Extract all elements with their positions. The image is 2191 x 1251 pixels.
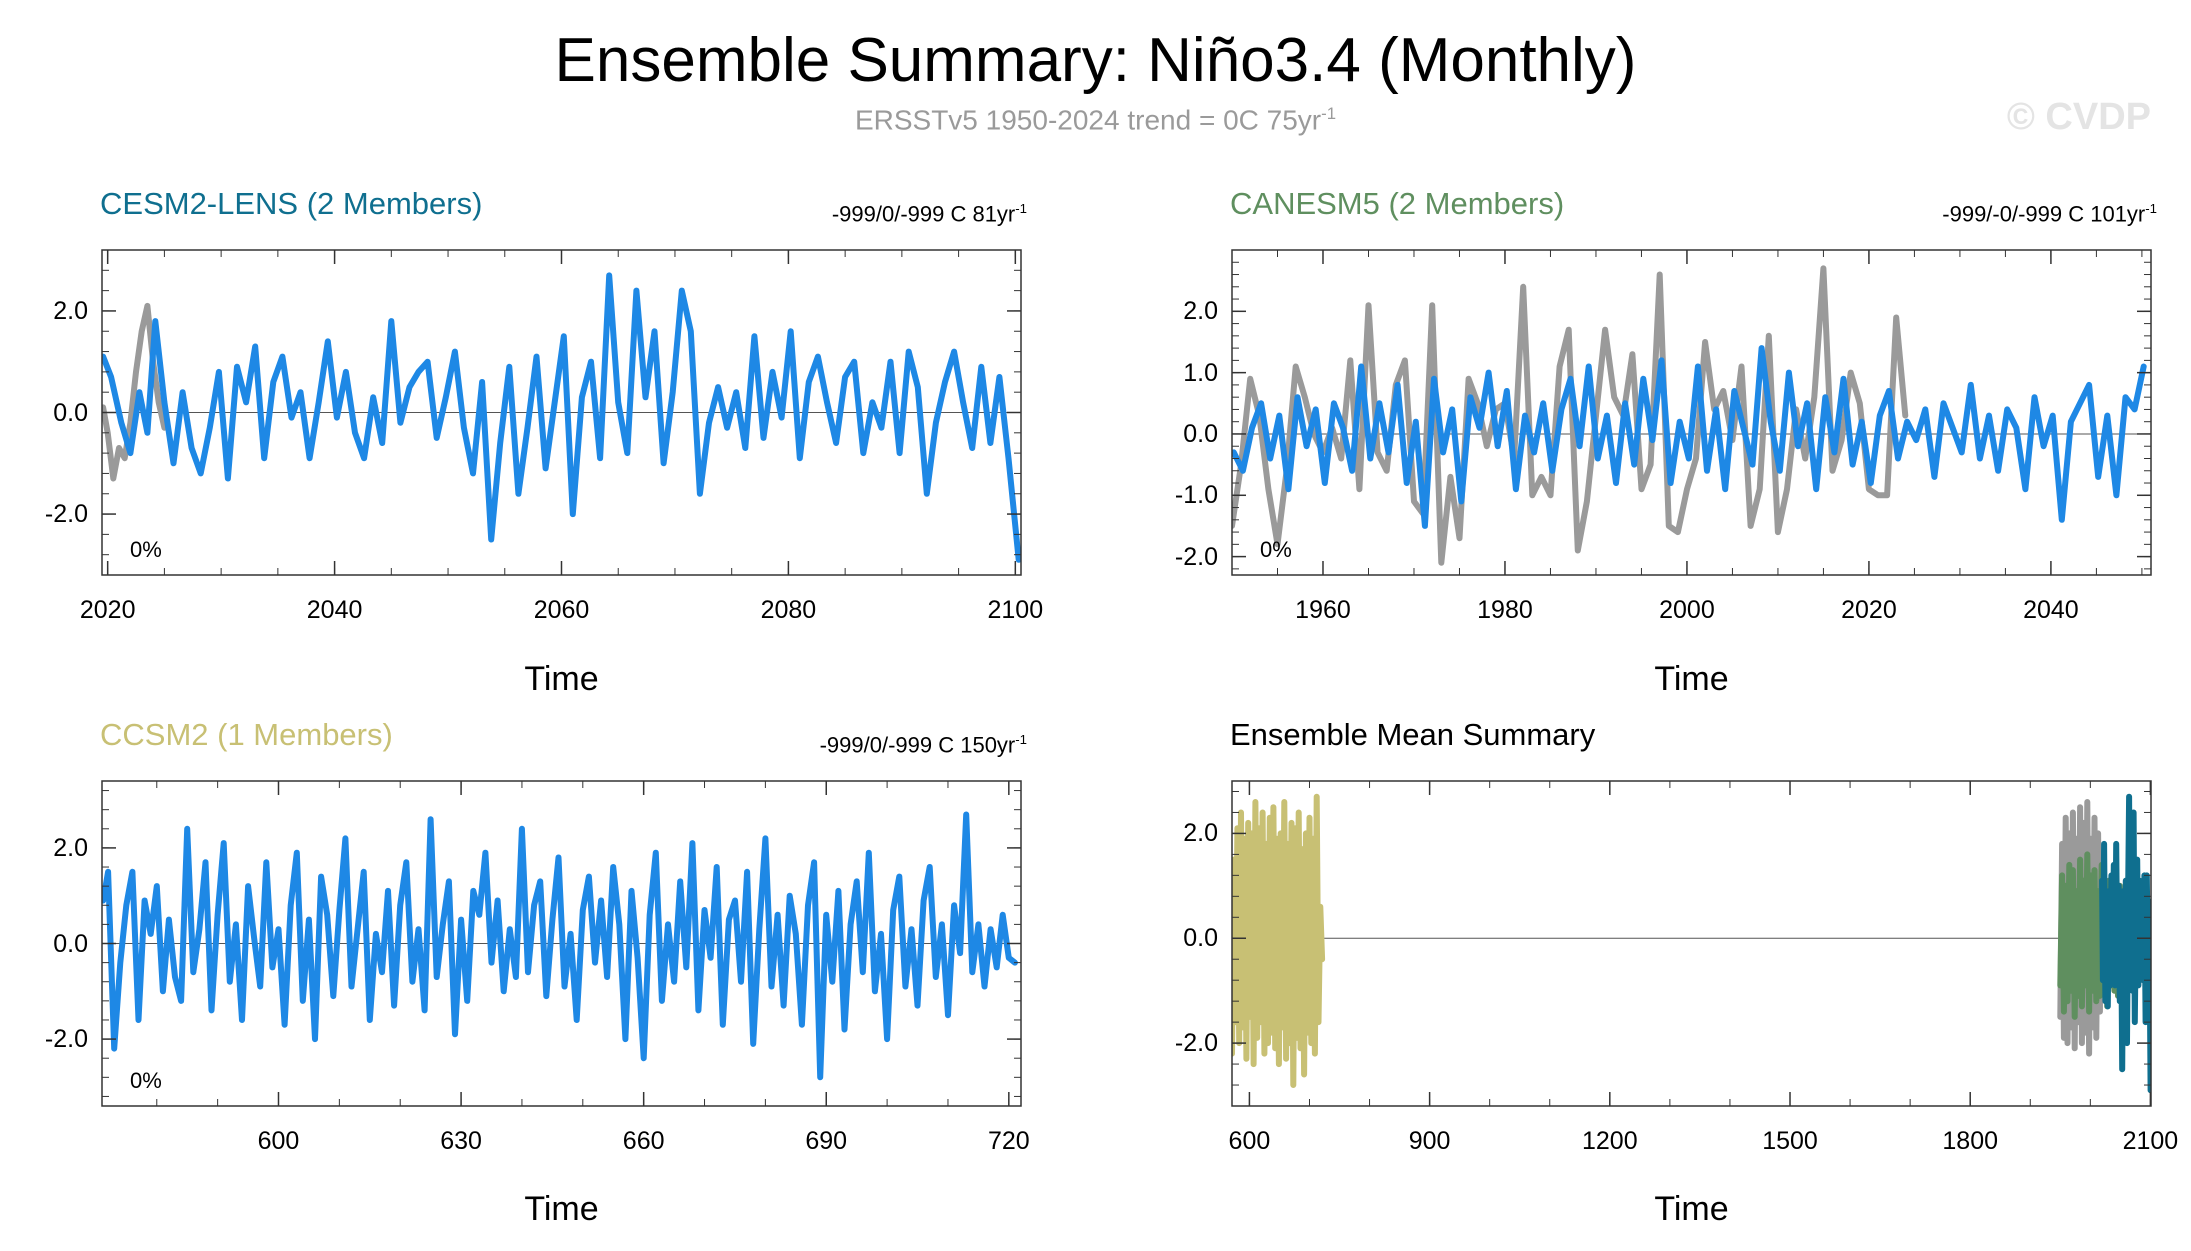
y-tick-label: 0.0 [1183,419,1218,448]
series-line-cesm2-lens [2099,793,2151,1094]
x-tick-label: 2040 [2023,596,2079,624]
y-tick-label: -2.0 [44,1025,88,1054]
y-tick-label: 0.0 [53,398,88,427]
panel-title-ccsm2: CCSM2 (1 Members) [100,717,393,752]
panel-stat-canesm5: -999/-0/-999 C 101yr-1 [1942,196,2157,227]
plot-ccsm2 [101,780,1022,1107]
x-tick-label: 630 [440,1127,482,1155]
x-tick-label: 2100 [2122,1127,2179,1155]
x-tick-label: 2040 [306,596,363,624]
x-tick-label: 600 [1228,1127,1271,1155]
y-tick-label: 1.0 [1183,358,1218,387]
series-line-ensemble-member [102,272,1021,563]
x-tick-label: 1500 [1762,1127,1818,1155]
x-axis-label-cesm2: Time [524,660,599,698]
plot-canesm5 [1231,249,2152,576]
panel-stat-ccsm2: -999/0/-999 C 150yr-1 [820,727,1027,758]
y-tick-label: 2.0 [53,833,88,862]
x-tick-label: 660 [622,1127,665,1155]
x-tick-label: 2100 [987,596,1044,624]
stat-sup: -1 [1015,201,1027,216]
stat-text: -999/0/-999 C 150yr [819,732,1016,758]
stat-text: -999/0/-999 C 81yr [831,201,1016,227]
series-group [1232,265,2147,566]
x-tick-label: 1200 [1581,1127,1638,1155]
plot-ensemble-mean [1231,780,2152,1107]
y-tick-label: -2.0 [44,500,88,529]
series-line-ensemble-member [102,811,1018,1081]
stat-sup: -1 [1015,732,1027,747]
y-tick-label: -2.0 [1174,1029,1218,1058]
y-tick-label: 2.0 [1183,297,1218,326]
x-tick-label: 690 [805,1127,848,1155]
panel-title-canesm5: CANESM5 (2 Members) [1230,186,1565,221]
y-tick-label: 0.0 [53,929,88,958]
pct-label-canesm5: 0% [1260,537,1292,562]
subtitle-sup: -1 [1321,104,1337,123]
watermark: © CVDP [2006,96,2151,138]
series-group [102,272,1021,563]
x-tick-label: 2020 [79,596,136,624]
series-line-ccsm2 [1232,793,1326,1088]
subtitle-text: ERSSTv5 1950-2024 trend = 0C 75yr [854,104,1322,136]
plot-frame [1231,780,2152,1107]
main-title: Ensemble Summary: Niño3.4 (Monthly) [554,26,1637,95]
x-tick-label: 2080 [760,596,817,624]
y-tick-label: 2.0 [1183,819,1218,848]
x-tick-label: 2060 [533,596,590,624]
panel-stat-cesm2: -999/0/-999 C 81yr-1 [832,196,1027,227]
panel-title-cesm2: CESM2-LENS (2 Members) [100,186,483,221]
series-line-ensemble-member [1232,345,2147,529]
stat-sup: -1 [2145,201,2157,216]
x-tick-label: 600 [257,1127,300,1155]
plot-cesm2 [101,249,1022,576]
y-tick-label: 2.0 [53,296,88,325]
x-tick-label: 720 [987,1127,1030,1155]
x-tick-label: 900 [1408,1127,1451,1155]
plot-frame [1231,249,2152,576]
series-group [102,811,1018,1081]
x-tick-label: 2020 [1841,596,1897,624]
x-tick-label: 1980 [1477,596,1533,624]
x-tick-label: 2000 [1659,596,1715,624]
y-tick-label: 0.0 [1183,924,1218,953]
panel-title-ensemble-mean: Ensemble Mean Summary [1230,717,1596,752]
x-tick-label: 1960 [1295,596,1351,624]
y-tick-label: -1.0 [1174,481,1218,510]
pct-label-ccsm2: 0% [130,1068,162,1093]
pct-label-cesm2: 0% [130,537,162,562]
x-axis-label-ensemble-mean: Time [1654,1190,1729,1228]
x-axis-label-ccsm2: Time [524,1190,599,1228]
stat-text: -999/-0/-999 C 101yr [1942,201,2146,227]
subtitle: ERSSTv5 1950-2024 trend = 0C 75yr-1 [0,104,2191,136]
series-group [1232,793,2151,1094]
y-tick-label: -2.0 [1174,542,1218,571]
x-tick-label: 1800 [1942,1127,1999,1155]
x-axis-label-canesm5: Time [1654,660,1729,698]
